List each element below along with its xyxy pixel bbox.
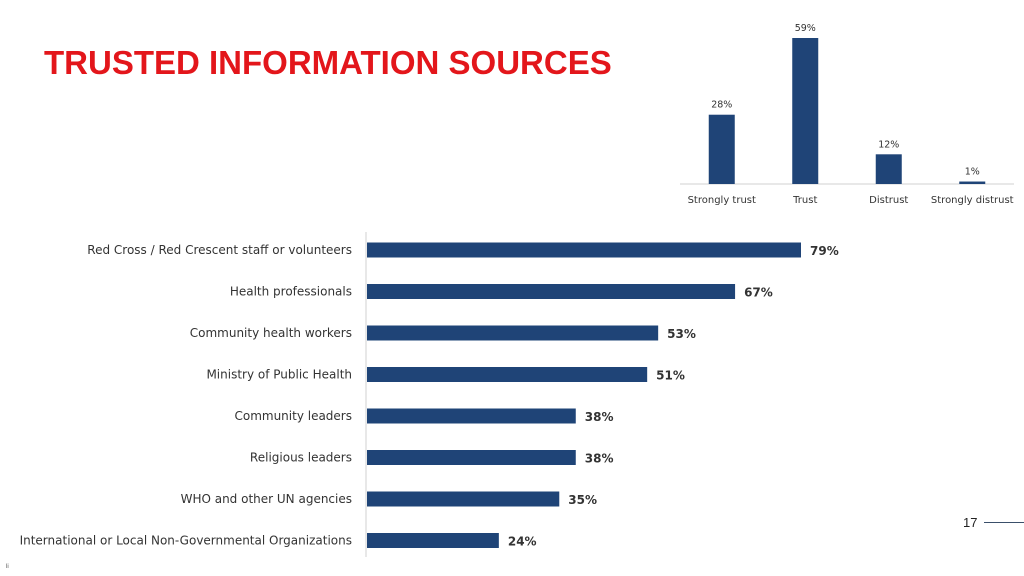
category-label-6: WHO and other UN agencies — [181, 492, 352, 506]
bar-3 — [959, 181, 986, 184]
page-number: 17 — [963, 515, 978, 530]
category-label-0: Strongly trust — [688, 195, 756, 206]
bar-6 — [367, 491, 560, 507]
trust-level-bar-chart: 28% Strongly trust 59% Trust 12% Distrust 1% St… — [680, 23, 1014, 206]
data-label-3: 51% — [656, 369, 685, 383]
page-number-rule — [984, 522, 1024, 523]
category-label-3: Strongly distrust — [931, 195, 1014, 206]
data-label-1: 59% — [795, 23, 816, 34]
bar-1 — [792, 38, 819, 184]
category-label-1: Trust — [792, 195, 817, 206]
category-label-2: Distrust — [869, 195, 908, 206]
corner-mark: li — [6, 564, 9, 570]
data-label-3: 1% — [965, 167, 980, 178]
data-label-1: 67% — [744, 286, 773, 300]
data-label-7: 24% — [508, 535, 537, 549]
bar-0 — [367, 242, 801, 258]
bar-3 — [367, 367, 648, 382]
bar-1 — [367, 284, 736, 299]
data-label-0: 28% — [711, 100, 732, 111]
category-label-5: Religious leaders — [250, 451, 352, 465]
information-sources-bar-chart: 79% Red Cross / Red Crescent staff or vol… — [20, 232, 839, 557]
data-label-5: 38% — [585, 452, 614, 466]
category-label-0: Red Cross / Red Crescent staff or volunt… — [87, 243, 352, 257]
data-label-2: 12% — [878, 139, 899, 150]
category-label-1: Health professionals — [230, 285, 352, 299]
category-label-2: Community health workers — [190, 326, 352, 340]
category-label-7: International or Local Non-Governmental … — [20, 534, 352, 548]
page-title: TRUSTED INFORMATION SOURCES — [44, 44, 612, 81]
bar-2 — [875, 154, 902, 184]
bar-0 — [708, 114, 735, 184]
category-label-3: Ministry of Public Health — [206, 368, 352, 382]
category-label-4: Community leaders — [234, 409, 352, 423]
bar-4 — [367, 408, 576, 424]
data-label-2: 53% — [667, 327, 696, 341]
data-label-4: 38% — [585, 410, 614, 424]
bar-2 — [367, 325, 659, 341]
bar-7 — [367, 533, 499, 548]
bar-5 — [367, 450, 576, 465]
data-label-6: 35% — [568, 493, 597, 507]
data-label-0: 79% — [810, 244, 839, 258]
